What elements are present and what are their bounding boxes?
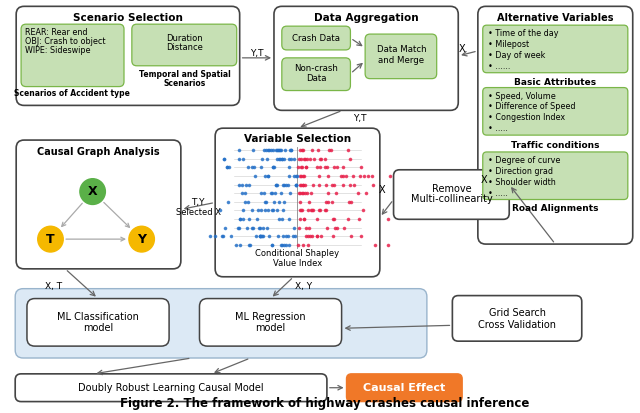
Text: model: model [83,323,113,333]
Text: T,Y: T,Y [191,197,205,206]
Text: X, T: X, T [45,282,62,291]
FancyBboxPatch shape [21,24,124,87]
Text: Y: Y [137,233,146,246]
Text: Conditional Shapley: Conditional Shapley [255,249,340,258]
Text: T: T [46,233,55,246]
FancyBboxPatch shape [346,374,462,401]
Text: Scenarios: Scenarios [164,78,206,88]
Text: • Speed, Volume: • Speed, Volume [488,92,556,100]
Text: • Shoulder width: • Shoulder width [488,178,556,187]
Text: Non-crash: Non-crash [294,64,338,73]
Text: • .....: • ..... [488,124,508,133]
Text: Y,T: Y,T [353,114,367,123]
Circle shape [38,226,63,252]
Text: Distance: Distance [166,43,204,52]
Text: • Day of week: • Day of week [488,51,545,60]
Text: • Degree of curve: • Degree of curve [488,156,560,165]
Text: Causal Graph Analysis: Causal Graph Analysis [37,147,160,157]
Text: X, Y: X, Y [295,282,312,291]
FancyBboxPatch shape [365,34,436,78]
FancyBboxPatch shape [452,296,582,341]
Text: • ......: • ...... [488,62,510,71]
FancyBboxPatch shape [274,6,458,110]
Text: • Time of the day: • Time of the day [488,29,558,38]
FancyBboxPatch shape [15,374,327,401]
Text: REAR: Rear end: REAR: Rear end [25,28,88,37]
Text: Scenario Selection: Scenario Selection [73,13,183,23]
Text: X: X [378,185,385,195]
FancyBboxPatch shape [132,24,237,66]
Text: Figure 2. The framework of highway crashes causal inference: Figure 2. The framework of highway crash… [120,397,530,410]
Text: • Congestion Index: • Congestion Index [488,113,564,122]
Text: Y,T: Y,T [250,49,264,58]
FancyBboxPatch shape [282,58,351,90]
Text: WIPE: Sideswipe: WIPE: Sideswipe [25,46,90,55]
Text: • .....: • ..... [488,189,508,197]
Text: Grid Search: Grid Search [488,309,545,318]
Text: Variable Selection: Variable Selection [244,134,351,144]
Text: Value Index: Value Index [273,259,322,268]
FancyBboxPatch shape [394,170,509,219]
FancyBboxPatch shape [483,25,628,73]
Text: ML Classification: ML Classification [57,312,139,323]
FancyBboxPatch shape [483,152,628,199]
FancyBboxPatch shape [15,289,427,358]
Circle shape [129,226,154,252]
Text: and Merge: and Merge [378,56,424,65]
Text: Multi-collinearity: Multi-collinearity [410,194,492,204]
Text: • Direction grad: • Direction grad [488,167,553,176]
FancyBboxPatch shape [282,26,351,50]
Text: Basic Attributes: Basic Attributes [514,78,596,87]
Text: OBJ: Crash to object: OBJ: Crash to object [25,37,106,46]
Text: • Difference of Speed: • Difference of Speed [488,102,575,112]
Text: Data Match: Data Match [376,45,426,55]
Text: Data: Data [306,74,326,83]
Text: Data Aggregation: Data Aggregation [314,13,419,23]
Text: Traffic conditions: Traffic conditions [511,141,600,150]
Text: • Milepost: • Milepost [488,40,529,49]
Circle shape [80,179,106,204]
Text: Crash Data: Crash Data [292,33,340,43]
FancyBboxPatch shape [483,88,628,135]
Text: X: X [481,175,487,185]
FancyBboxPatch shape [16,6,239,105]
Text: Remove: Remove [431,184,471,194]
Text: X: X [459,44,465,54]
FancyBboxPatch shape [478,6,633,244]
FancyBboxPatch shape [215,128,380,277]
Text: Cross Validation: Cross Validation [478,320,556,330]
Text: Doubly Robust Learning Causal Model: Doubly Robust Learning Causal Model [78,383,264,393]
Text: Temporal and Spatial: Temporal and Spatial [139,70,230,79]
Text: Road Alignments: Road Alignments [512,204,598,214]
Text: Alternative Variables: Alternative Variables [497,13,614,23]
Text: Selected X: Selected X [175,209,221,217]
Text: model: model [255,323,285,333]
FancyBboxPatch shape [27,299,169,346]
Text: ML Regression: ML Regression [236,312,306,323]
FancyBboxPatch shape [16,140,181,269]
Text: Duration: Duration [166,34,203,43]
Text: Scenarios of Accident type: Scenarios of Accident type [14,88,130,97]
Text: X: X [88,185,97,198]
FancyBboxPatch shape [200,299,342,346]
Text: Causal Effect: Causal Effect [364,383,445,393]
